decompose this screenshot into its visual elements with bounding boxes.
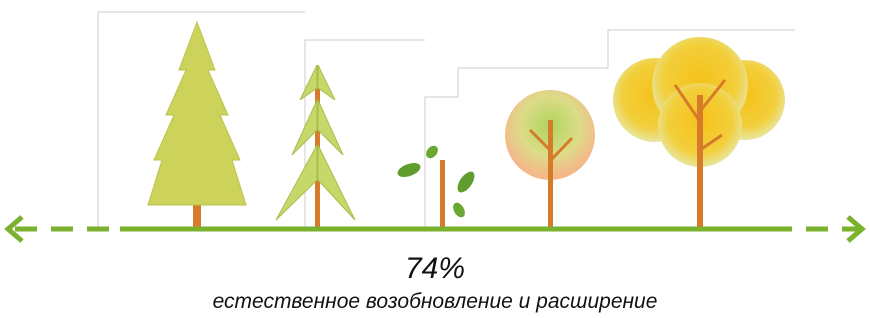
young-tree <box>505 90 595 229</box>
pine-tree <box>276 65 355 229</box>
large-tree <box>613 37 785 229</box>
sapling <box>396 143 478 229</box>
stat-caption: естественное возобновление и расширение <box>213 290 658 313</box>
infographic: 74% естественное возобновление и расшире… <box>0 0 870 318</box>
illustration: 74% естественное возобновление и расшире… <box>0 0 870 318</box>
conifer-tree <box>148 22 246 229</box>
stat-value: 74% <box>405 252 465 285</box>
ground-line <box>8 217 862 241</box>
